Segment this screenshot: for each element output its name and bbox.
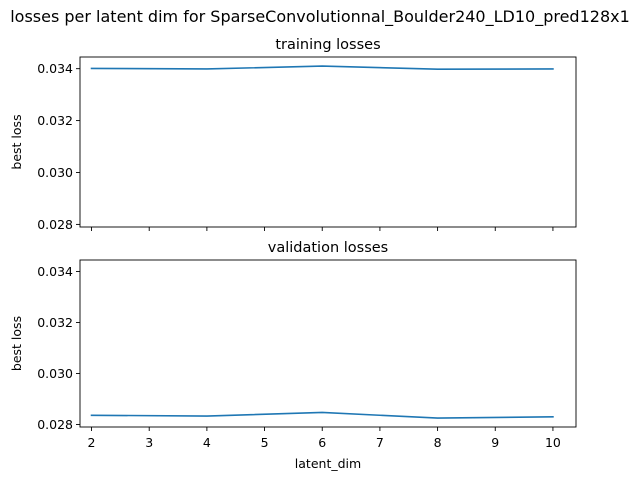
x-tick-label: 8 — [434, 435, 442, 450]
subplot-title: validation losses — [268, 240, 388, 256]
x-tick-label: 7 — [376, 435, 384, 450]
y-tick-label: 0.034 — [37, 61, 73, 76]
axes-frame — [79, 259, 577, 428]
y-tick-label: 0.032 — [37, 113, 73, 128]
x-tick-label: 5 — [261, 435, 269, 450]
series-line — [90, 411, 554, 419]
y-tick-label: 0.032 — [37, 315, 73, 330]
subplot-title: training losses — [275, 37, 380, 53]
x-tick-label: 2 — [88, 435, 96, 450]
subplot-2: validation losses 0.028 0.030 0.032 0.034 bes… — [9, 240, 577, 471]
y-tick-label: 0.030 — [37, 366, 73, 381]
y-tick-label: 0.034 — [37, 264, 73, 279]
y-tick-label: 0.028 — [37, 217, 73, 232]
y-axis-label: best loss — [9, 316, 24, 371]
y-tick-label: 0.028 — [37, 417, 73, 432]
x-tick-label: 9 — [491, 435, 499, 450]
x-axis-label: latent_dim — [295, 456, 361, 471]
y-tick-label: 0.030 — [37, 165, 73, 180]
series-line — [90, 65, 554, 70]
y-axis-label: best loss — [9, 114, 24, 169]
x-tick-label: 6 — [318, 435, 326, 450]
figure-title: losses per latent dim for SparseConvolut… — [10, 7, 630, 27]
x-tick-label: 4 — [203, 435, 211, 450]
x-tick-label: 10 — [545, 435, 561, 450]
x-tick-label: 3 — [145, 435, 153, 450]
axes-frame — [79, 56, 577, 228]
subplot-1: training losses 0.028 0.030 0.032 0.034 best … — [9, 37, 577, 232]
